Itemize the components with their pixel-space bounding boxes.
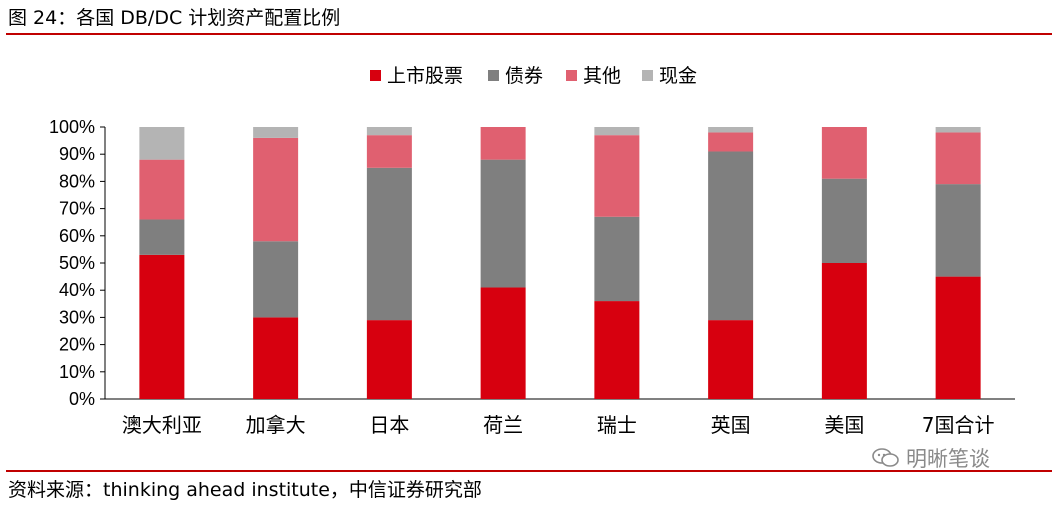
- figure-title: 图 24：各国 DB/DC 计划资产配置比例: [8, 7, 341, 29]
- x-category-label: 荷兰: [483, 413, 523, 437]
- bar-4-6: [708, 127, 754, 133]
- bar-2-1: [139, 219, 185, 255]
- bar-2-6: [708, 151, 754, 321]
- bar-3-7: [821, 127, 867, 179]
- legend-swatch: [488, 70, 499, 81]
- y-tick-label: 80%: [59, 171, 95, 191]
- x-category-label: 瑞士: [597, 413, 637, 437]
- bar-3-1: [139, 159, 185, 220]
- x-category-label: 英国: [711, 413, 751, 437]
- x-category-label: 美国: [824, 413, 864, 437]
- bar-2-5: [594, 216, 640, 302]
- bar-1-6: [708, 320, 754, 399]
- y-tick-label: 100%: [49, 117, 95, 137]
- legend-label: 上市股票: [387, 65, 463, 87]
- bar-1-1: [139, 254, 185, 399]
- bar-3-3: [366, 135, 412, 168]
- y-tick-label: 70%: [59, 199, 95, 219]
- y-tick-label: 20%: [59, 335, 95, 355]
- title-divider: [6, 33, 1052, 35]
- bar-3-4: [480, 127, 526, 160]
- bar-4-5: [594, 127, 640, 136]
- y-tick-label: 0%: [69, 389, 95, 409]
- bar-4-8: [935, 127, 981, 133]
- bar-1-7: [821, 263, 867, 399]
- bar-4-1: [139, 127, 185, 160]
- bar-2-2: [253, 241, 299, 318]
- legend-swatch: [370, 70, 381, 81]
- legend-label: 现金: [659, 65, 697, 87]
- bar-2-8: [935, 184, 981, 277]
- bar-1-3: [366, 320, 412, 399]
- bar-4-2: [253, 127, 299, 138]
- bar-3-6: [708, 132, 754, 152]
- bar-2-7: [821, 178, 867, 263]
- y-tick-label: 50%: [59, 253, 95, 273]
- bar-4-3: [366, 127, 412, 136]
- legend-swatch: [642, 70, 653, 81]
- x-category-label: 日本: [369, 413, 409, 437]
- wechat-icon: [872, 448, 900, 468]
- y-tick-label: 60%: [59, 226, 95, 246]
- legend-swatch: [566, 70, 577, 81]
- stacked-bar-chart: 0% 10% 20% 30% 40% 50% 60% 70% 80% 90% 100% 澳大利亚 加拿大…: [49, 65, 1015, 437]
- x-category-label: 加拿大: [246, 413, 306, 437]
- bar-1-5: [594, 301, 640, 399]
- legend-label: 其他: [583, 65, 621, 87]
- watermark-text: 明晰笔谈: [906, 447, 990, 471]
- y-tick-label: 90%: [59, 144, 95, 164]
- bar-1-4: [480, 287, 526, 399]
- watermark: 明晰笔谈: [872, 443, 990, 473]
- y-tick-label: 30%: [59, 307, 95, 327]
- y-tick-label: 40%: [59, 280, 95, 300]
- legend-label: 债券: [505, 65, 543, 87]
- source-divider: [6, 470, 1052, 472]
- x-category-label: 7国合计: [922, 413, 995, 437]
- bar-3-8: [935, 132, 981, 185]
- x-category-label: 澳大利亚: [122, 413, 202, 437]
- bar-2-4: [480, 159, 526, 288]
- bar-1-8: [935, 276, 981, 399]
- source-note: 资料来源：thinking ahead institute，中信证券研究部: [8, 479, 482, 501]
- y-tick-label: 10%: [59, 362, 95, 382]
- bar-2-3: [366, 167, 412, 321]
- bar-3-5: [594, 135, 640, 217]
- bar-1-2: [253, 317, 299, 399]
- bar-3-2: [253, 137, 299, 242]
